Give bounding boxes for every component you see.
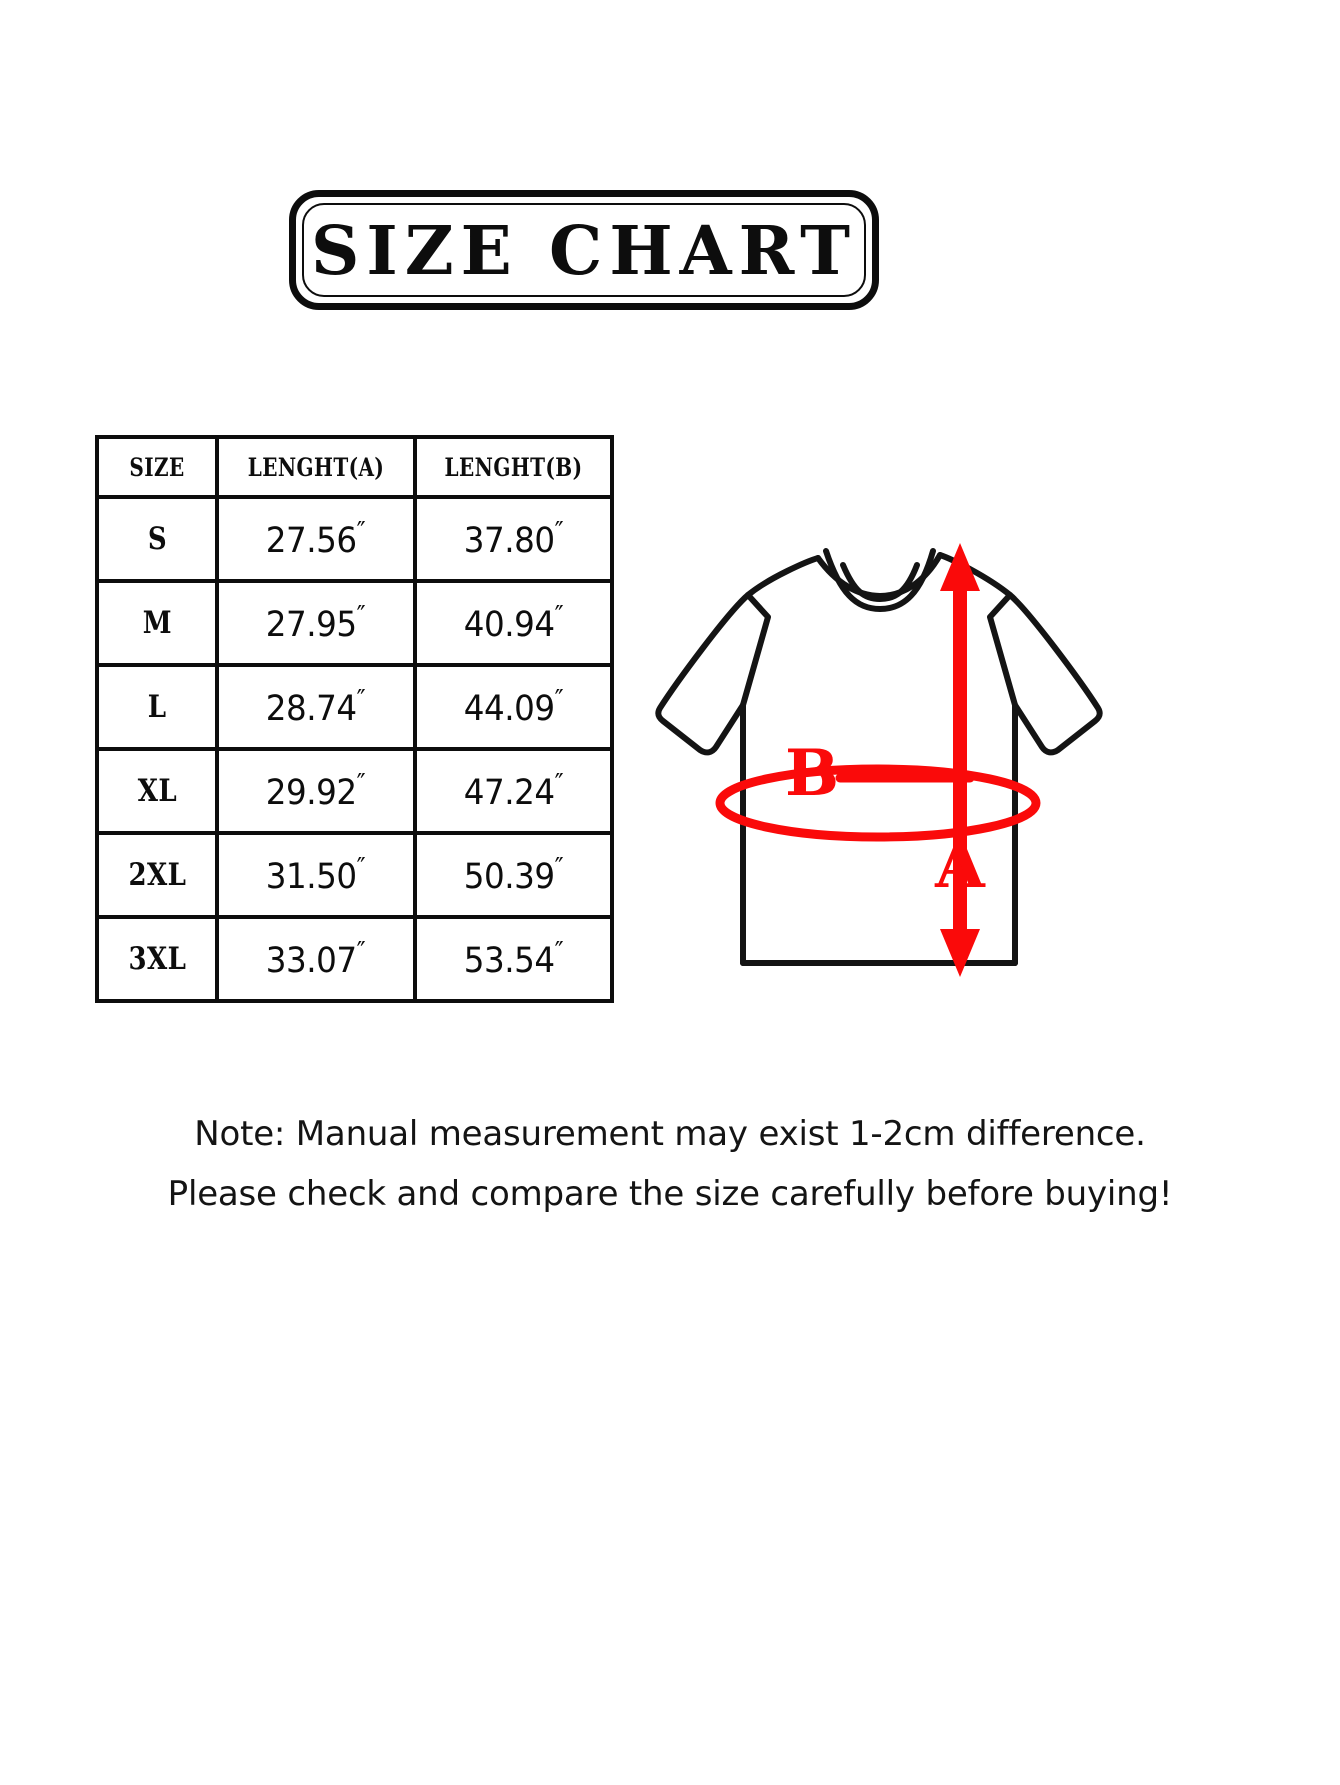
row-length-a: 28.74″ (215, 663, 417, 751)
table-header-row: SIZE LENGHT(A) LENGHT(B) (97, 435, 612, 499)
row-length-a: 29.92″ (215, 747, 417, 835)
table-row: L 28.74″ 44.09″ (95, 663, 614, 751)
row-size-label: 3XL (95, 915, 219, 1003)
row-size-label: 2XL (95, 831, 219, 919)
row-size-label: L (95, 663, 219, 751)
row-size-label: XL (95, 747, 219, 835)
note-line-1: Note: Manual measurement may exist 1-2cm… (0, 1105, 1340, 1165)
row-size-label: S (95, 495, 219, 583)
inch-mark: ″ (554, 853, 564, 883)
row-length-b: 50.39″ (413, 831, 614, 919)
row-length-b: 47.24″ (413, 747, 614, 835)
row-length-a: 27.95″ (215, 579, 417, 667)
row-length-b: 44.09″ (413, 663, 614, 751)
size-table: SIZE LENGHT(A) LENGHT(B) S 27.56″ 37.80″… (95, 435, 614, 1003)
inch-mark: ″ (356, 685, 366, 715)
inch-mark: ″ (554, 517, 564, 547)
table-row: XL 29.92″ 47.24″ (95, 747, 614, 835)
chest-measure-ellipse-icon (715, 764, 1041, 842)
inch-mark: ″ (554, 937, 564, 967)
row-size-label: M (95, 579, 219, 667)
table-row: M 27.95″ 40.94″ (95, 579, 614, 667)
title-plate-inner-border: SIZE CHART (302, 203, 866, 297)
row-length-a: 27.56″ (215, 495, 417, 583)
inch-mark: ″ (356, 769, 366, 799)
page-title: SIZE CHART (310, 210, 857, 290)
size-table-body: S 27.56″ 37.80″ M 27.95″ 40.94″ L 28.74″… (95, 495, 614, 1003)
inch-mark: ″ (554, 685, 564, 715)
note-label: Note: (194, 1114, 286, 1154)
size-table-header: SIZE LENGHT(A) LENGHT(B) (97, 435, 612, 499)
table-row: S 27.56″ 37.80″ (95, 495, 614, 583)
inch-mark: ″ (356, 517, 366, 547)
tshirt-outline-icon (655, 548, 1103, 966)
table-row: 3XL 33.07″ 53.54″ (95, 915, 614, 1003)
header-cell-size: SIZE (107, 435, 207, 499)
inch-mark: ″ (554, 769, 564, 799)
inch-mark: ″ (356, 601, 366, 631)
row-length-b: 37.80″ (413, 495, 614, 583)
inch-mark: ″ (554, 601, 564, 631)
tshirt-illustration: B A (655, 543, 1103, 977)
header-cell-length-a: LENGHT(A) (235, 435, 397, 499)
tshirt-diagram: B A (640, 495, 1120, 995)
row-length-b: 40.94″ (413, 579, 614, 667)
note-line-2: Please check and compare the size carefu… (167, 1173, 1173, 1214)
note-block: Note: Manual measurement may exist 1-2cm… (0, 1105, 1340, 1224)
length-measure-arrow-icon (940, 543, 980, 977)
inch-mark: ″ (356, 937, 366, 967)
inch-mark: ″ (356, 853, 366, 883)
label-a: A (934, 828, 986, 903)
table-row: 2XL 31.50″ 50.39″ (95, 831, 614, 919)
row-length-a: 33.07″ (215, 915, 417, 1003)
row-length-b: 53.54″ (413, 915, 614, 1003)
header-cell-length-b: LENGHT(B) (433, 435, 594, 499)
row-length-a: 31.50″ (215, 831, 417, 919)
label-b: B (785, 736, 839, 811)
note-line-1-rest: Manual measurement may exist 1-2cm diffe… (285, 1114, 1146, 1154)
title-plate: SIZE CHART (289, 190, 879, 310)
